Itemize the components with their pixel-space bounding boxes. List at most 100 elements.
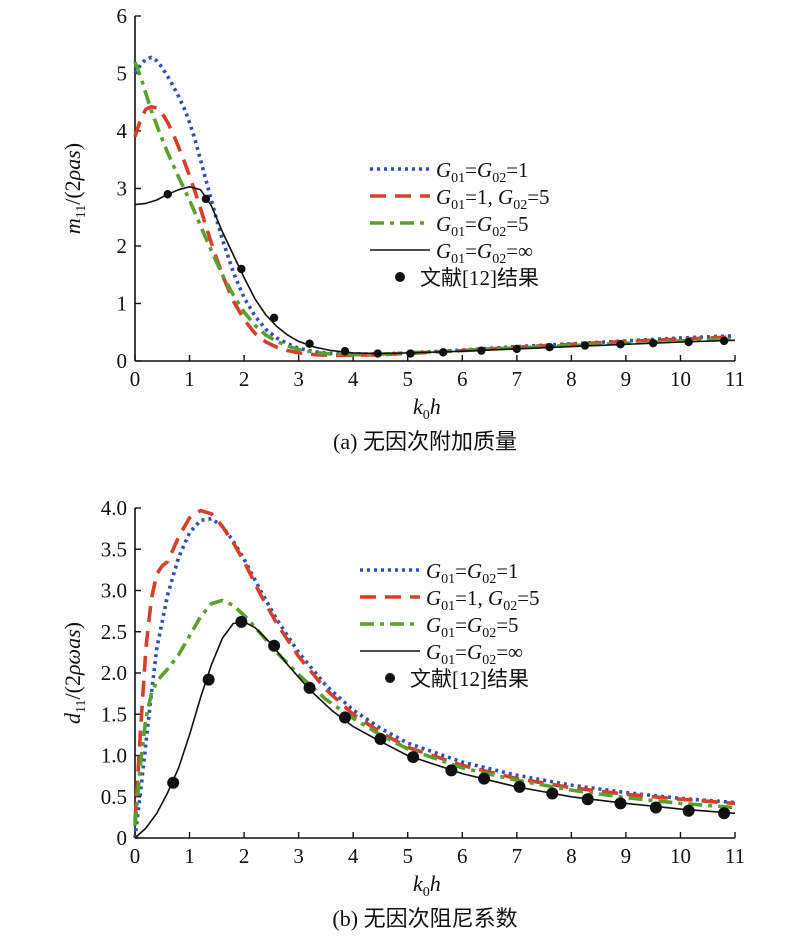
y-tick-label: 4.0 [101,496,127,520]
series-line-solid [134,186,736,355]
x-tick-label: 9 [621,844,632,868]
x-tick-label: 2 [239,367,250,391]
reference-point [719,336,729,346]
x-tick-label: 4 [348,367,359,391]
reference-point [407,751,420,764]
x-tick-label: 0 [130,844,141,868]
x-tick-label: 9 [621,367,632,391]
reference-point [373,349,382,358]
reference-point [684,337,693,347]
chart-a-added-mass: 0 1 2 3 4 5 6 7 8 9 10 11 0 1 2 3 4 5 6 k0​h m11​/(2ρas) (a) … [60,4,745,454]
reference-point [163,190,172,199]
reference-point [546,787,559,800]
reference-point [268,639,281,652]
x-tick-label: 4 [348,844,359,868]
reference-point [438,348,448,357]
reference-point [649,801,662,814]
reference-point [202,673,215,686]
reference-point [305,339,314,348]
legend-label: G01​=1, G02​=5 [436,185,550,213]
x-tick-label: 10 [670,367,691,391]
x-tick-label: 1 [184,844,195,868]
reference-point [580,341,590,350]
x-tick-label: 0 [130,367,141,391]
y-tick-label: 2 [117,234,128,258]
x-tick-label: 8 [566,844,577,868]
legend-label: G01​=G02​=1 [426,559,519,587]
x-tick-label: 6 [457,844,468,868]
legend-marker [385,673,395,683]
y-tick-label: 1.0 [101,744,127,768]
reference-point [269,313,279,323]
series-line-dashed [133,508,736,822]
x-tick-label: 11 [725,844,745,868]
series-line-dashed [133,105,736,358]
reference-point [581,793,594,806]
reference-point [340,347,350,356]
series-line-dotted [133,55,736,356]
reference-point [374,733,387,745]
y-axis-title: d11​/(2ρωas) [60,622,89,724]
legend-label: G01​=G02​=5 [426,613,519,641]
x-tick-label: 2 [239,844,250,868]
series-line-dashdot [133,61,736,357]
reference-point [614,797,627,810]
reference-point [406,349,415,358]
legend-label: G01​=G02​=5 [436,212,529,240]
reference-point [718,807,731,820]
reference-point [303,681,316,694]
chart-caption: (b) 无因次阻尼系数 [332,906,517,931]
series-line-dashdot [133,598,736,826]
y-tick-label: 5 [117,62,128,86]
reference-point [477,346,486,355]
y-tick-label: 3.0 [101,579,127,603]
legend-label: 文献[12]结果 [420,266,539,290]
y-tick-label: 2.5 [101,620,127,644]
y-tick-label: 0 [117,826,128,850]
x-tick-label: 10 [670,844,691,868]
reference-point [478,772,491,785]
legend-label: G01​=G02​=1 [436,158,529,186]
y-tick-label: 6 [117,4,128,28]
y-tick-label: 2.0 [101,661,127,685]
legend-label: G01​=G02​=∞ [426,640,523,668]
x-tick-label: 5 [402,844,413,868]
y-tick-label: 3.5 [101,537,127,561]
reference-point [237,264,246,274]
reference-point [513,780,526,793]
reference-point [616,340,625,349]
y-tick-label: 0 [117,349,128,373]
x-tick-label: 6 [457,367,468,391]
reference-point [648,338,658,348]
x-tick-label: 3 [293,367,304,391]
reference-point [167,776,180,789]
legend-marker [395,272,405,282]
reference-point [545,343,554,352]
x-axis-title: k0​h [413,394,441,423]
y-tick-label: 4 [117,119,128,143]
reference-point [339,711,351,724]
y-tick-label: 1 [117,292,128,316]
x-tick-label: 8 [566,367,577,391]
y-tick-label: 0.5 [101,785,127,809]
x-tick-label: 3 [293,844,304,868]
x-tick-label: 11 [725,367,745,391]
x-tick-label: 7 [512,844,523,868]
legend-label: 文献[12]结果 [410,667,529,691]
y-axis-title: m11​/(2ρas) [60,143,89,234]
reference-point [512,344,522,354]
reference-point [445,764,458,777]
y-tick-label: 3 [117,177,128,201]
legend-label: G01​=G02​=∞ [436,239,533,267]
chart-b-damping: 0 1 2 3 4 5 6 7 8 9 10 11 0 0.5 1.0 1.5 2.0 2.5 3.0 3.5 4.0 k… [60,496,745,931]
reference-point [201,194,211,204]
x-tick-label: 1 [184,367,195,391]
x-tick-label: 7 [512,367,523,391]
reference-point [235,615,248,628]
x-axis-title: k0​h [413,871,441,900]
y-tick-label: 1.5 [101,702,127,726]
x-tick-label: 5 [402,367,413,391]
legend-label: G01​=1, G02​=5 [426,586,540,614]
chart-caption: (a) 无因次附加质量 [333,429,517,454]
